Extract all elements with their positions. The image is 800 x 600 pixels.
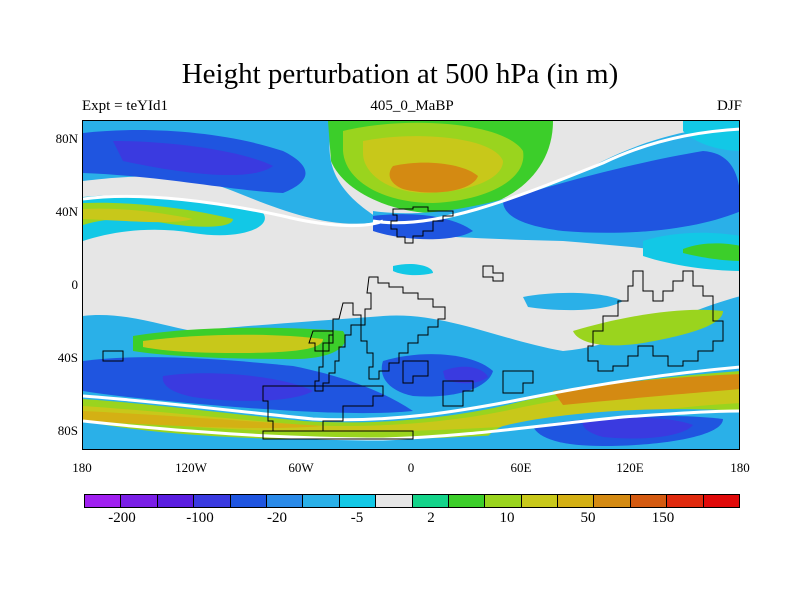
colorbar-swatch	[485, 495, 522, 507]
field-region	[393, 263, 433, 276]
field-region	[373, 214, 473, 240]
colorbar-label: 10	[499, 510, 515, 526]
field-region	[683, 243, 739, 261]
colorbar-swatch	[594, 495, 631, 507]
contour-line	[83, 409, 739, 441]
contour-line	[372, 127, 739, 225]
x-tick-label: 120W	[175, 460, 207, 475]
colorbar-swatch	[448, 495, 486, 507]
y-tick-label: 40S	[57, 350, 78, 365]
field-region	[582, 417, 693, 439]
coastline	[102, 206, 724, 440]
experiment-label: Expt = teYId1	[82, 98, 168, 114]
field-region	[523, 292, 623, 311]
colorbar-label: -20	[267, 510, 287, 526]
colorbar-swatch	[703, 495, 740, 507]
x-tick-label: 60E	[510, 460, 532, 475]
colorbar-swatch	[303, 495, 340, 507]
x-tick-label: 120E	[616, 460, 644, 475]
field-region	[683, 121, 739, 151]
field-region	[113, 141, 273, 176]
x-tick-label: 0	[407, 460, 415, 475]
figure-title: Height perturbation at 500 hPa (in m)	[181, 58, 619, 90]
field-region	[162, 373, 313, 401]
field-region	[553, 374, 739, 405]
colorbar-label: 50	[580, 510, 596, 526]
colorbar-swatch	[230, 495, 267, 507]
field-region	[443, 366, 488, 384]
colorbar-swatch	[412, 495, 449, 507]
colorbar-label: -200	[108, 510, 136, 526]
colorbar-swatch	[121, 495, 158, 507]
x-tick-label: 180	[730, 460, 750, 475]
colorbar-swatch	[630, 495, 668, 507]
contour-map	[82, 120, 740, 450]
field-region	[83, 411, 323, 429]
colorbar-swatch	[266, 495, 304, 507]
y-tick-label: 80N	[55, 131, 78, 146]
colorbar-swatch	[339, 495, 377, 507]
y-tick-label: 40N	[55, 204, 78, 219]
colorbar-label: -5	[350, 510, 364, 526]
colorbar-swatch	[85, 495, 122, 507]
colorbar-label: -100	[186, 510, 214, 526]
colorbar-swatch	[157, 495, 195, 507]
colorbar-swatch	[376, 495, 413, 507]
contour-line	[83, 365, 739, 422]
colorbar-swatch	[521, 495, 559, 507]
contour-line	[83, 194, 384, 228]
x-tick-label: 180	[72, 460, 92, 475]
field-region	[83, 208, 193, 223]
field-region	[143, 334, 323, 353]
x-tick-label: 60W	[288, 460, 314, 475]
period-label: 405_0_MaBP	[370, 98, 454, 114]
y-tick-label: 0	[71, 277, 79, 292]
colorbar-swatch	[194, 495, 231, 507]
colorbar	[84, 494, 740, 508]
colorbar-swatch	[667, 495, 704, 507]
field-region	[389, 162, 478, 193]
colorbar-label: 2	[427, 510, 435, 526]
y-tick-label: 80S	[57, 423, 78, 438]
season-label: DJF	[716, 98, 742, 114]
colorbar-swatch	[558, 495, 595, 507]
colorbar-label: 150	[651, 510, 675, 526]
contour-field	[83, 121, 739, 449]
field-region	[573, 309, 723, 346]
field-region	[503, 151, 739, 233]
field-region	[381, 354, 493, 397]
